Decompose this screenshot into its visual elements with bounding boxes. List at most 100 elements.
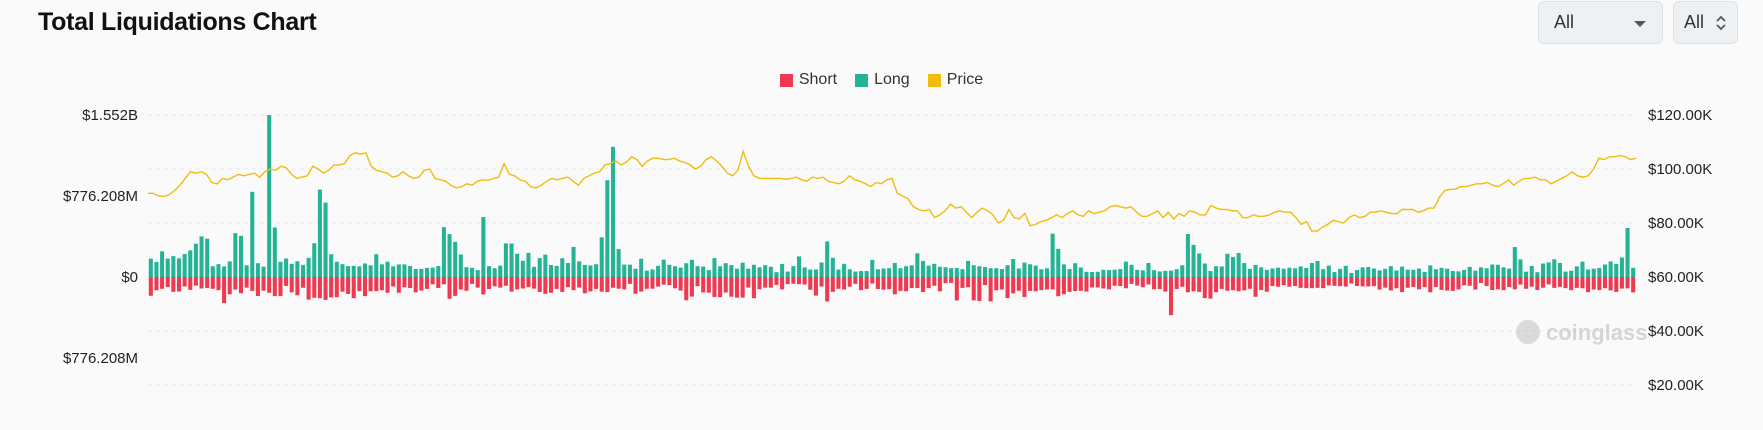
short-bar (1574, 277, 1579, 288)
long-bar (1478, 267, 1484, 277)
short-bar (554, 277, 559, 289)
long-bar (1208, 271, 1213, 277)
long-bar (718, 266, 723, 277)
short-bar (718, 277, 723, 298)
short-bar (1535, 277, 1540, 291)
long-bar (853, 271, 858, 277)
short-bar (661, 277, 666, 285)
short-bar (255, 277, 260, 296)
long-bar (1140, 270, 1145, 277)
short-bar (1326, 277, 1331, 286)
short-bar (701, 277, 706, 293)
long-bar (255, 263, 260, 277)
long-bar (915, 253, 920, 277)
long-bar (1354, 270, 1360, 277)
legend-item-long[interactable]: Long (855, 71, 910, 89)
short-bar (1507, 277, 1512, 288)
short-bar (317, 277, 322, 299)
right-axis-tick-label: $100.00K (1648, 161, 1712, 178)
short-bar (1225, 277, 1230, 291)
short-bar (1011, 277, 1016, 294)
long-bar (1033, 265, 1038, 277)
long-bar (751, 264, 756, 277)
short-bar (1033, 277, 1038, 292)
long-bar (1287, 267, 1292, 277)
long-bar (430, 267, 435, 277)
short-bar (548, 277, 554, 293)
short-bar (988, 277, 993, 302)
short-bar (1411, 277, 1416, 287)
short-bar (244, 277, 249, 288)
long-bar (1005, 265, 1010, 277)
long-bar (1292, 268, 1298, 277)
short-bar (1281, 277, 1286, 286)
short-bar (272, 277, 277, 297)
long-bar (346, 266, 351, 277)
short-bar (684, 277, 689, 301)
long-bar (171, 256, 176, 277)
short-bar (447, 277, 452, 299)
short-bar (1569, 277, 1574, 291)
long-bar (610, 146, 616, 277)
short-bar (1366, 277, 1371, 287)
short-bar (836, 277, 841, 289)
long-bar (1061, 264, 1066, 277)
long-bar (842, 263, 847, 277)
short-bar (966, 277, 971, 288)
long-bar (661, 259, 666, 277)
short-bar (1118, 277, 1123, 287)
long-bar (543, 254, 548, 277)
short-bar (1557, 277, 1562, 287)
page-title: Total Liquidations Chart (38, 8, 317, 36)
short-bar (334, 277, 339, 298)
short-bar (413, 277, 418, 293)
short-bar (1501, 277, 1506, 291)
short-bar (1140, 277, 1145, 288)
long-bar (1219, 266, 1224, 277)
short-bar (633, 277, 638, 294)
coin-select-value: All (1684, 12, 1705, 32)
long-bar (1366, 266, 1371, 277)
long-bar (1321, 269, 1326, 277)
short-bar (1354, 277, 1360, 286)
long-bar (295, 261, 300, 277)
long-bar (1163, 270, 1168, 277)
short-bar (1264, 277, 1269, 292)
short-bar (1202, 277, 1207, 299)
long-bar (819, 262, 824, 277)
long-bar (1490, 264, 1495, 277)
short-bar (1467, 277, 1472, 286)
long-bar (796, 256, 802, 277)
short-bar (599, 277, 604, 292)
short-bar (1416, 277, 1422, 290)
long-bar (396, 264, 401, 277)
long-bar (334, 261, 339, 277)
legend-item-short[interactable]: Short (779, 71, 837, 89)
legend-item-price[interactable]: Price (927, 71, 983, 89)
short-bar (1197, 277, 1202, 292)
short-bar (402, 277, 407, 288)
right-axis-tick-label: $20.00K (1648, 377, 1704, 394)
short-bar (650, 277, 655, 289)
long-bar (1129, 264, 1134, 277)
range-select[interactable]: All (1538, 1, 1663, 44)
legend-swatch-price (927, 73, 941, 87)
long-bar (982, 267, 988, 277)
long-bar (1202, 263, 1207, 277)
long-bar (1039, 269, 1044, 277)
short-bar (1236, 277, 1241, 292)
short-bar (323, 277, 328, 300)
long-bar (892, 263, 897, 277)
long-bar (424, 267, 430, 277)
long-bar (785, 271, 790, 277)
long-bar (1614, 263, 1619, 277)
short-bar (385, 277, 390, 293)
long-bar (616, 249, 621, 277)
long-bar (1191, 244, 1196, 277)
short-bar (1456, 277, 1461, 290)
coin-select[interactable]: All (1673, 1, 1738, 44)
long-bar (486, 266, 492, 277)
short-bar (763, 277, 768, 288)
short-bar (695, 277, 700, 287)
long-bar (1011, 259, 1016, 277)
